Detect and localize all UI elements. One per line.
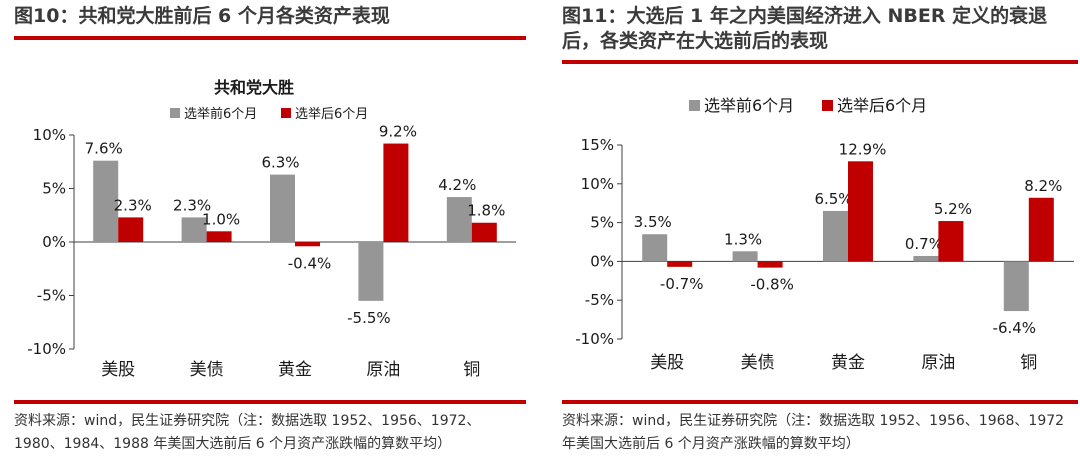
data-label: 1.0% bbox=[202, 210, 240, 228]
bar bbox=[383, 143, 409, 242]
source-note: 资料来源：wind，民生证券研究院（注：数据选取 1952、1956、1968、… bbox=[562, 413, 1065, 452]
legend-swatch bbox=[822, 100, 833, 111]
chart-title: 共和党大胜 bbox=[214, 78, 294, 97]
bar bbox=[848, 161, 873, 262]
data-label: 9.2% bbox=[379, 123, 417, 141]
data-label: 3.5% bbox=[634, 213, 672, 231]
bar bbox=[206, 231, 232, 242]
data-label: -0.7% bbox=[660, 275, 704, 293]
bar bbox=[270, 174, 295, 242]
figure-title: 图10：共和党大胜前后 6 个月各类资产表现 bbox=[14, 5, 390, 27]
bar bbox=[295, 242, 320, 247]
legend-label: 选举前6个月 bbox=[184, 106, 257, 122]
bar bbox=[93, 160, 119, 242]
data-label: -0.8% bbox=[750, 276, 794, 294]
legend-label: 选举后6个月 bbox=[837, 96, 927, 115]
category-label: 黄金 bbox=[278, 360, 312, 380]
y-tick-label: 10% bbox=[581, 175, 614, 193]
data-label: 2.3% bbox=[173, 196, 211, 214]
bar bbox=[446, 197, 472, 242]
bar bbox=[732, 251, 758, 262]
data-label: 1.3% bbox=[724, 230, 762, 248]
legend-label: 选举后6个月 bbox=[295, 107, 368, 122]
category-label: 美股 bbox=[101, 360, 135, 380]
data-label: 0.7% bbox=[905, 235, 943, 253]
bar bbox=[118, 217, 144, 242]
bar bbox=[938, 221, 964, 262]
data-label: 2.3% bbox=[114, 196, 152, 214]
y-tick-label: 5% bbox=[590, 214, 614, 232]
figure-11: 图11：大选后 1 年之内美国经济进入 NBER 定义的衰退后，各类资产在大选前… bbox=[554, 0, 1080, 466]
y-tick-label: 0% bbox=[42, 233, 66, 251]
y-tick-label: -10% bbox=[575, 330, 614, 348]
bar bbox=[1028, 197, 1054, 262]
data-label: -5.5% bbox=[347, 309, 391, 327]
source-rule bbox=[562, 400, 1078, 404]
category-label: 铜 bbox=[1020, 353, 1037, 373]
y-tick-label: -5% bbox=[37, 287, 66, 305]
bar bbox=[358, 242, 384, 301]
category-label: 美债 bbox=[190, 360, 224, 380]
category-label: 黄金 bbox=[831, 353, 865, 373]
bar bbox=[642, 234, 668, 262]
bar bbox=[823, 210, 848, 262]
figure-10: 图10：共和党大胜前后 6 个月各类资产表现 共和党大胜选举前6个月 选举后6个月… bbox=[0, 0, 528, 466]
y-tick-label: 0% bbox=[590, 252, 614, 270]
y-tick-label: 5% bbox=[42, 180, 66, 198]
bar bbox=[471, 222, 497, 242]
bar bbox=[667, 261, 693, 267]
legend-label: 选举前6个月 bbox=[704, 96, 794, 115]
source-note: 资料来源：wind，民生证券研究院（注：数据选取 1952、1956、1972、… bbox=[14, 413, 481, 452]
y-tick-label: 15% bbox=[581, 136, 614, 154]
bar-chart-nber-recession: 选举前6个月 选举后6个月 15% 10% 5% 0% -5% -10% 3.5% -0.7% 美股… bbox=[575, 96, 1074, 373]
data-label: -6.4% bbox=[993, 319, 1037, 337]
y-tick-label: 10% bbox=[33, 126, 66, 144]
data-label: 8.2% bbox=[1024, 177, 1062, 195]
category-label: 美债 bbox=[741, 353, 775, 373]
figure-title: 图11：大选后 1 年之内美国经济进入 NBER 定义的衰退后，各类资产在大选前… bbox=[562, 5, 1048, 52]
category-label: 原油 bbox=[366, 360, 400, 380]
data-label: 1.8% bbox=[467, 202, 505, 220]
source-rule bbox=[14, 400, 526, 404]
data-label: 4.2% bbox=[438, 176, 476, 194]
category-label: 美股 bbox=[650, 353, 684, 373]
y-tick-label: -10% bbox=[27, 340, 66, 358]
bar bbox=[181, 217, 207, 242]
title-rule bbox=[562, 60, 1078, 64]
legend-swatch bbox=[281, 108, 291, 118]
category-label: 原油 bbox=[921, 353, 955, 373]
data-label: 6.5% bbox=[814, 190, 852, 208]
legend-swatch bbox=[170, 108, 180, 118]
category-label: 铜 bbox=[463, 360, 480, 380]
data-label: 5.2% bbox=[934, 200, 972, 218]
title-rule bbox=[14, 36, 526, 40]
bar bbox=[1003, 261, 1029, 312]
data-label: -0.4% bbox=[288, 254, 332, 272]
y-tick-label: -5% bbox=[585, 291, 614, 309]
legend-swatch bbox=[689, 100, 700, 111]
data-label: 12.9% bbox=[839, 140, 887, 158]
bar bbox=[913, 255, 939, 262]
data-label: 7.6% bbox=[85, 140, 123, 158]
bar bbox=[757, 261, 783, 268]
data-label: 6.3% bbox=[261, 154, 299, 172]
